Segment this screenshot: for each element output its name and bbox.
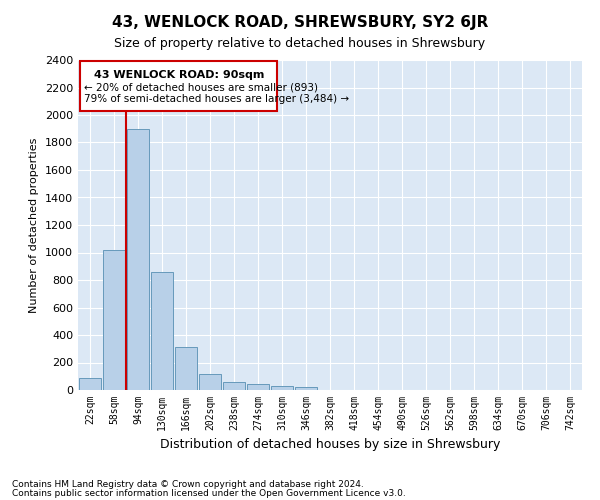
Bar [80, 62, 277, 111]
Text: 43 WENLOCK ROAD: 90sqm: 43 WENLOCK ROAD: 90sqm [94, 70, 264, 80]
Bar [295, 387, 317, 390]
Bar [127, 128, 149, 390]
Bar [151, 272, 173, 390]
Text: Size of property relative to detached houses in Shrewsbury: Size of property relative to detached ho… [115, 38, 485, 51]
Text: ← 20% of detached houses are smaller (893): ← 20% of detached houses are smaller (89… [84, 82, 318, 92]
Text: Contains HM Land Registry data © Crown copyright and database right 2024.: Contains HM Land Registry data © Crown c… [12, 480, 364, 489]
Text: 43, WENLOCK ROAD, SHREWSBURY, SY2 6JR: 43, WENLOCK ROAD, SHREWSBURY, SY2 6JR [112, 15, 488, 30]
Bar [223, 382, 245, 390]
Bar [79, 378, 101, 390]
Bar [247, 384, 269, 390]
Text: 79% of semi-detached houses are larger (3,484) →: 79% of semi-detached houses are larger (… [84, 94, 349, 104]
Bar [175, 346, 197, 390]
Bar [271, 386, 293, 390]
Text: Contains public sector information licensed under the Open Government Licence v3: Contains public sector information licen… [12, 488, 406, 498]
Y-axis label: Number of detached properties: Number of detached properties [29, 138, 40, 312]
X-axis label: Distribution of detached houses by size in Shrewsbury: Distribution of detached houses by size … [160, 438, 500, 452]
Bar [103, 250, 125, 390]
Bar [199, 374, 221, 390]
